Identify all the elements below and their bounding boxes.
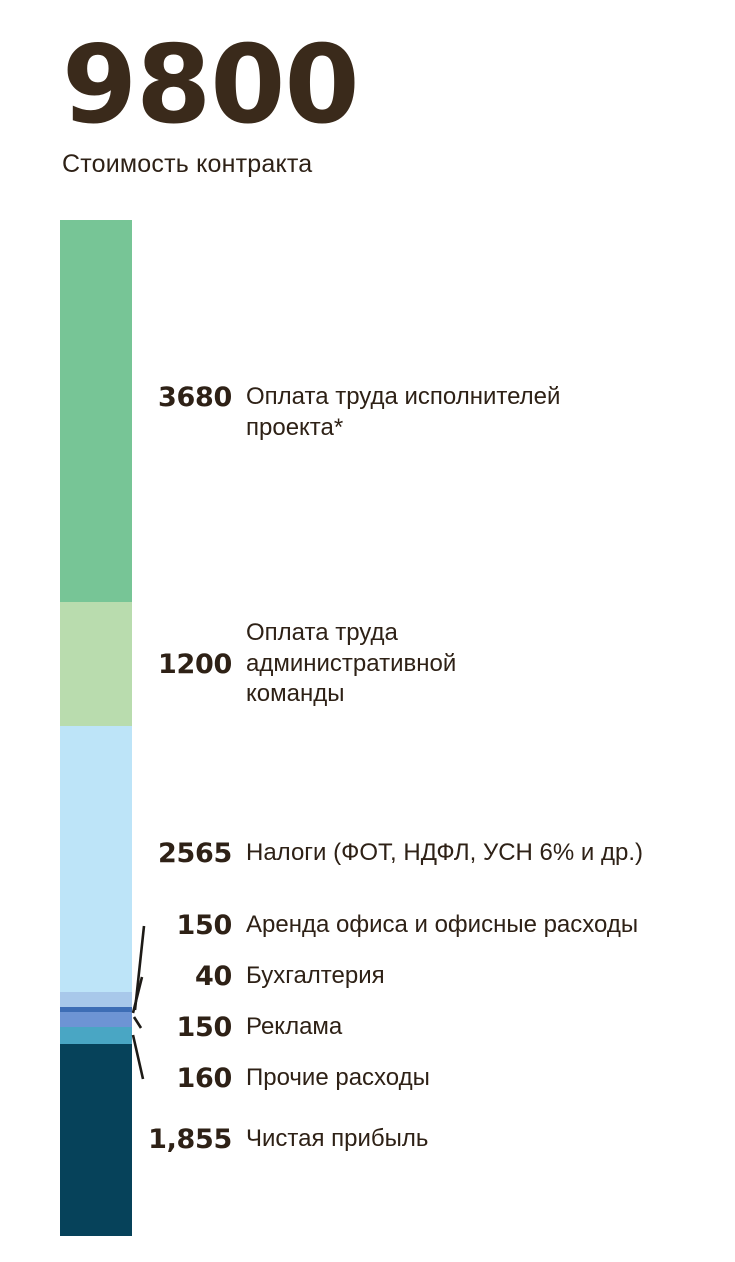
label-text: Оплата труда административной команды [246, 619, 457, 708]
label-text: Чистая прибыль [246, 1125, 429, 1152]
label-row-accounting[interactable]: 40 Бухгалтерия [0, 961, 385, 992]
label-row-net-profit[interactable]: 1,855 Чистая прибыль [0, 1124, 428, 1155]
segment-admin-pay[interactable] [60, 601, 132, 726]
segment-performer-pay[interactable] [60, 220, 132, 602]
label-text: Аренда офиса и офисные расходы [246, 911, 639, 938]
label-row-performer-pay[interactable]: 3680 Оплата труда исполнителей проекта* [0, 382, 560, 443]
label-text: Налоги (ФОТ, НДФЛ, УСН 6% и др.) [246, 839, 643, 866]
label-text: Бухгалтерия [246, 962, 385, 989]
label-text: Прочие расходы [246, 1064, 430, 1091]
label-value: 150 [176, 1012, 233, 1043]
segment-advertising[interactable] [60, 1011, 132, 1028]
header: 9800 Стоимость контракта [62, 23, 682, 179]
segment-net-profit[interactable] [60, 1043, 132, 1236]
label-row-taxes[interactable]: 2565 Налоги (ФОТ, НДФЛ, УСН 6% и др.) [0, 838, 643, 869]
label-value: 3680 [158, 382, 232, 413]
segment-accounting[interactable] [60, 1007, 132, 1012]
label-value: 150 [176, 910, 233, 941]
segment-other-expenses[interactable] [60, 1027, 132, 1044]
label-value: 2565 [158, 838, 232, 869]
page-title: 9800 [62, 23, 360, 148]
label-value: 160 [176, 1063, 233, 1094]
label-value: 40 [195, 961, 232, 992]
stacked-bar [60, 220, 132, 1236]
label-row-admin-pay[interactable]: 1200 Оплата труда административной коман… [0, 618, 456, 710]
label-text: Оплата труда исполнителей проекта* [246, 383, 561, 441]
label-value: 1200 [158, 649, 232, 680]
label-value: 1,855 [148, 1124, 232, 1155]
label-text: Реклама [246, 1013, 343, 1040]
label-row-office-rent[interactable]: 150 Аренда офиса и офисные расходы [0, 910, 639, 941]
page-subtitle: Стоимость контракта [62, 149, 313, 178]
segment-office-rent[interactable] [60, 991, 132, 1008]
label-row-other-expenses[interactable]: 160 Прочие расходы [0, 1063, 430, 1094]
segment-taxes[interactable] [60, 725, 132, 992]
label-row-advertising[interactable]: 150 Реклама [0, 1012, 343, 1043]
